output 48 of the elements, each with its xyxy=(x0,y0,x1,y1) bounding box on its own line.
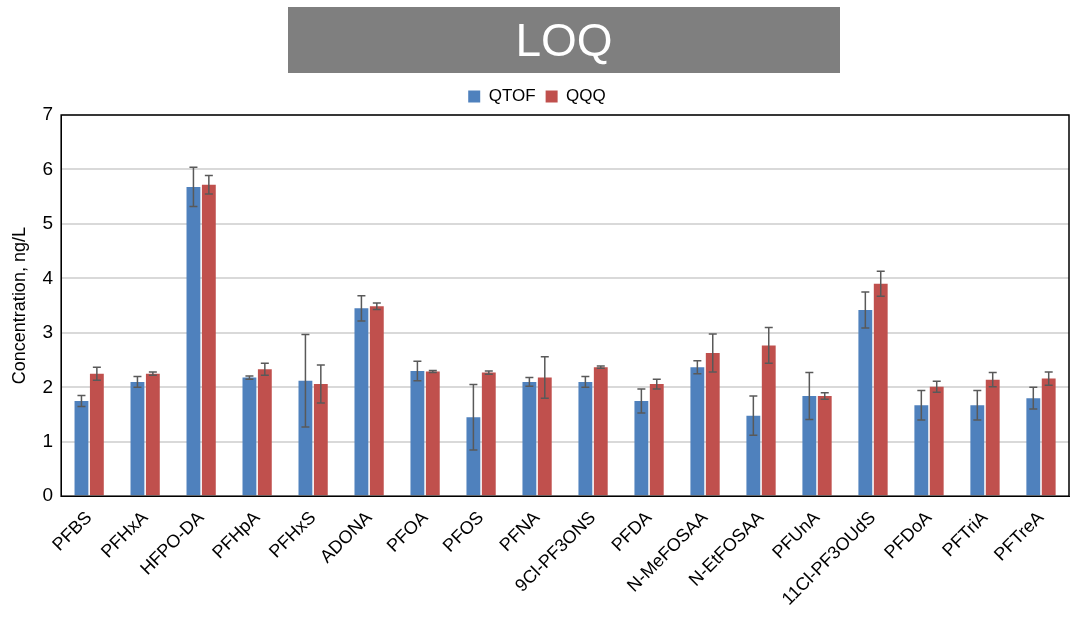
bar xyxy=(537,377,552,496)
bar xyxy=(201,184,216,496)
y-tick-label: 1 xyxy=(42,430,54,452)
bar xyxy=(649,384,664,496)
bar xyxy=(970,405,985,496)
y-tick-label: 6 xyxy=(42,157,54,179)
bar xyxy=(690,367,705,496)
bar xyxy=(1026,398,1041,496)
bar xyxy=(89,373,104,496)
bar xyxy=(817,396,832,496)
bar xyxy=(481,372,496,496)
bar xyxy=(1041,378,1056,496)
bar xyxy=(761,345,776,496)
bar xyxy=(802,396,817,496)
y-tick-label: 3 xyxy=(42,321,54,343)
bar xyxy=(369,306,384,496)
chart-title: LOQ xyxy=(288,7,840,73)
bar xyxy=(130,381,145,496)
bar xyxy=(425,371,440,496)
bar xyxy=(410,370,425,496)
y-axis-title: Concentration, ng/L xyxy=(8,227,29,385)
y-tick-label: 7 xyxy=(42,103,54,125)
bar xyxy=(298,380,313,496)
bar xyxy=(242,377,257,496)
bar xyxy=(466,417,481,496)
bar xyxy=(578,381,593,496)
bar xyxy=(186,186,201,496)
bar xyxy=(522,381,537,496)
bar xyxy=(145,373,160,496)
y-tick-label: 4 xyxy=(42,266,54,288)
legend-label: QQQ xyxy=(566,86,606,106)
bar xyxy=(873,283,888,496)
bar xyxy=(746,415,761,496)
bar xyxy=(593,367,608,496)
bar xyxy=(914,405,929,496)
legend-label: QTOF xyxy=(488,86,536,106)
y-tick-label: 0 xyxy=(42,484,54,506)
bar xyxy=(705,353,720,496)
bar xyxy=(74,400,89,496)
bar xyxy=(929,386,944,496)
bar xyxy=(985,379,1000,496)
y-tick-label: 5 xyxy=(42,212,54,234)
y-tick-label: 2 xyxy=(42,375,54,397)
bar xyxy=(858,309,873,496)
bar xyxy=(257,369,272,496)
bar xyxy=(634,400,649,496)
bar xyxy=(313,384,328,496)
bar xyxy=(354,308,369,496)
